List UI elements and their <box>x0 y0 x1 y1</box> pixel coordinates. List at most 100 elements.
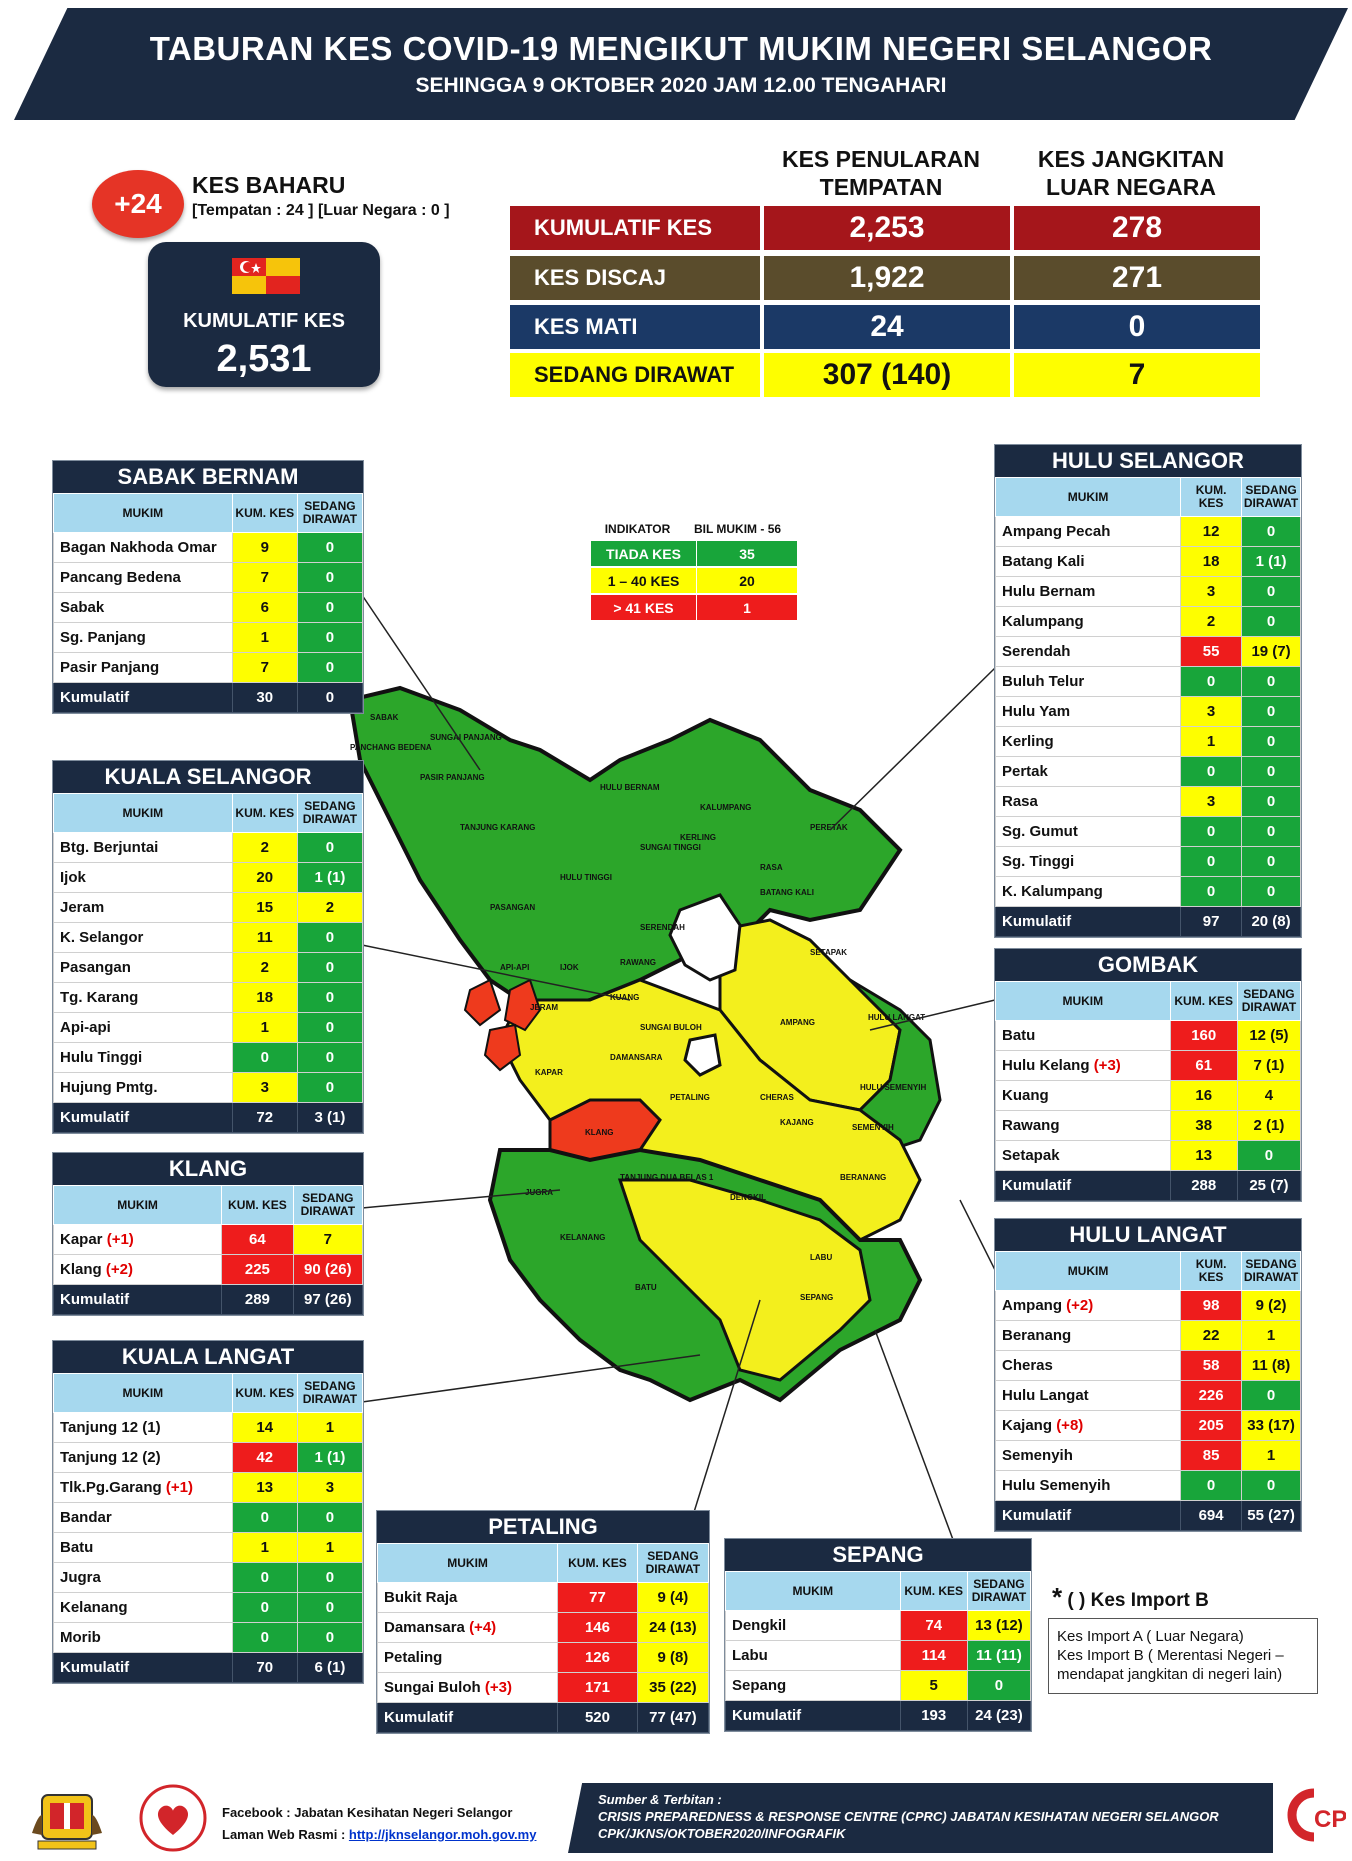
source-ref: CPK/JKNS/OKTOBER2020/INFOGRAFIK <box>598 1826 846 1841</box>
mukim-name: Sungai Buloh <box>384 1678 481 1696</box>
mukim-name: Hulu Langat <box>1002 1386 1089 1404</box>
mukim-name: Hulu Yam <box>1002 702 1071 720</box>
kum-kes-cell: 0 <box>1180 756 1243 787</box>
website-link[interactable]: http://jknselangor.moh.gov.my <box>348 1827 537 1842</box>
kum-kes-cell: 14 <box>231 1412 298 1443</box>
col-header-mukim: MUKIM <box>52 1185 223 1225</box>
mukim-cell: Hulu Langat <box>994 1380 1182 1411</box>
new-case-increment: (+2) <box>1066 1296 1094 1314</box>
total-kum-kes: 193 <box>899 1700 968 1731</box>
table-row: Kerling 1 0 <box>994 726 1301 757</box>
new-case-increment: (+2) <box>105 1260 133 1278</box>
mukim-cell: Kajang (+8) <box>994 1410 1182 1441</box>
panel-sabak-bernam: SABAK BERNAM MUKIM KUM. KES SEDANG DIRAWAT B… <box>52 460 364 714</box>
mukim-cell: Rawang <box>995 1110 1171 1141</box>
map-label-sabak: SABAK <box>370 713 399 722</box>
panel-kuala-langat: KUALA LANGAT MUKIM KUM. KES SEDANG DIRAWAT T… <box>52 1340 364 1684</box>
kum-kes-cell: 74 <box>899 1610 968 1641</box>
map-hulu-langat-green <box>848 978 942 1152</box>
summary-row: KES MATI 24 0 <box>510 305 1260 349</box>
sedang-dirawat-cell: 2 <box>296 892 364 923</box>
mukim-name: Damansara <box>384 1618 465 1636</box>
mukim-name: Tanjung 12 (2) <box>60 1448 161 1466</box>
mukim-cell: Ampang (+2) <box>994 1290 1182 1321</box>
indicator-label: TIADA KES <box>591 541 696 566</box>
indicator-count: 20 <box>696 568 797 593</box>
mukim-name: Sepang <box>732 1676 787 1694</box>
panel-sepang: SEPANG MUKIM KUM. KES SEDANG DIRAWAT Dengkil… <box>724 1538 1032 1732</box>
page-subtitle: SEHINGGA 9 OKTOBER 2020 JAM 12.00 TENGAH… <box>415 74 947 97</box>
table-row: Hulu Langat 226 0 <box>994 1380 1301 1411</box>
table-row: Tlk.Pg.Garang (+1) 13 3 <box>53 1472 364 1503</box>
import-b-line: Kes Import B ( Merentasi Negeri – <box>1057 1647 1284 1664</box>
table-row: Api-api 1 0 <box>53 1012 364 1043</box>
sedang-dirawat-cell: 0 <box>296 1072 364 1103</box>
indicator-row: TIADA KES 35 <box>590 540 800 567</box>
mukim-cell: Pancang Bedena <box>53 562 233 593</box>
map-label-labu: LABU <box>810 1253 832 1262</box>
sedang-dirawat-cell: 0 <box>296 1012 364 1043</box>
total-row: Kumulatif 193 24 (23) <box>725 1700 1032 1731</box>
mukim-cell: Tg. Karang <box>53 982 233 1013</box>
mukim-name: Beranang <box>1002 1326 1072 1344</box>
page-title: TABURAN KES COVID-19 MENGIKUT MUKIM NEGE… <box>149 30 1213 67</box>
map-label-setapak: SETAPAK <box>810 948 847 957</box>
table-row: Hujung Pmtg. 3 0 <box>53 1072 364 1103</box>
district-title: SABAK BERNAM <box>117 464 299 489</box>
total-sedang-dirawat: 6 (1) <box>296 1652 364 1683</box>
district-table: MUKIM KUM. KES SEDANG DIRAWAT Kapar (+1) 64 7… <box>52 1185 364 1315</box>
map-label-kuang: KUANG <box>610 993 639 1002</box>
map-label-kalumpang: KALUMPANG <box>700 803 751 812</box>
sedang-dirawat-cell: 0 <box>296 562 364 593</box>
sedang-dirawat-cell: 13 (12) <box>966 1610 1032 1641</box>
col-header-kum-kes: KUM. KES <box>231 1373 298 1413</box>
col-header-mukim: MUKIM <box>53 1373 233 1413</box>
mukim-name: K. Selangor <box>60 928 144 946</box>
map-label-api-api: API-API <box>500 963 529 972</box>
kum-kes-cell: 42 <box>231 1442 298 1473</box>
map-ampang-white <box>683 1033 722 1077</box>
source-title: Sumber & Terbitan : <box>598 1792 722 1807</box>
map-label-sungai-tinggi: SUNGAI TINGGI <box>640 843 701 852</box>
facebook-text: Facebook : Jabatan Kesihatan Negeri Sela… <box>222 1805 513 1820</box>
table-row: Hulu Yam 3 0 <box>994 696 1301 727</box>
kum-kes-cell: 7 <box>231 562 298 593</box>
summary-import-value: 271 <box>1014 256 1260 300</box>
mukim-name: Batu <box>1002 1026 1036 1044</box>
table-row: Pancang Bedena 7 0 <box>53 562 364 593</box>
kum-kes-cell: 55 <box>1180 636 1243 667</box>
new-cases-detail: [Tempatan : 24 ] [Luar Negara : 0 ] <box>192 202 450 219</box>
table-row: Kalumpang 2 0 <box>994 606 1301 637</box>
sedang-dirawat-cell: 0 <box>296 592 364 623</box>
kum-kes-cell: 2 <box>1180 606 1243 637</box>
mukim-name: Tg. Karang <box>60 988 139 1006</box>
map-label-klang: KLANG <box>585 1128 613 1137</box>
table-row: Tanjung 12 (1) 14 1 <box>53 1412 364 1443</box>
col-header-kum-kes: KUM. KES <box>221 1185 294 1225</box>
mukim-name: Serendah <box>1002 642 1071 660</box>
kum-kes-cell: 38 <box>1169 1110 1238 1141</box>
table-row: Petaling 126 9 (8) <box>376 1642 710 1673</box>
kum-kes-cell: 0 <box>231 1562 298 1593</box>
map-label-beranang: BERANANG <box>840 1173 886 1182</box>
new-case-increment: (+1) <box>165 1478 193 1496</box>
sedang-dirawat-cell: 0 <box>296 952 364 983</box>
table-row: Kajang (+8) 205 33 (17) <box>994 1410 1301 1441</box>
indicator-count-header: BIL MUKIM - 56 <box>693 522 782 536</box>
mukim-name: Pancang Bedena <box>60 568 181 586</box>
total-label: Kumulatif <box>376 1702 559 1733</box>
new-cases-title: KES BAHARU <box>192 172 346 198</box>
table-row: Btg. Berjuntai 2 0 <box>53 832 364 863</box>
table-row: Klang (+2) 225 90 (26) <box>52 1254 364 1285</box>
mukim-name: Hulu Tinggi <box>60 1048 143 1066</box>
district-title: KLANG <box>168 1156 248 1181</box>
map-label-hulu-semenyih: HULU SEMENYIH <box>860 1083 926 1092</box>
sedang-dirawat-cell: 1 <box>1241 1320 1301 1351</box>
district-table: MUKIM KUM. KES SEDANG DIRAWAT Bukit Raja 77 9… <box>376 1543 710 1733</box>
new-case-increment: (+8) <box>1056 1416 1084 1434</box>
mukim-cell: Serendah <box>994 636 1182 667</box>
map-label-jeram: JERAM <box>530 1003 558 1012</box>
mukim-name: Tanjung 12 (1) <box>60 1418 161 1436</box>
map-label-damansara: DAMANSARA <box>610 1053 663 1062</box>
map-label-kajang: KAJANG <box>780 1118 814 1127</box>
